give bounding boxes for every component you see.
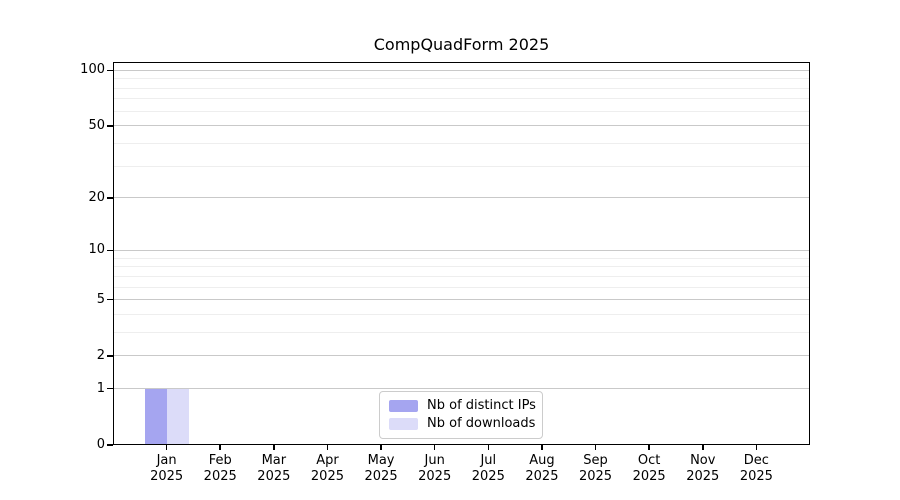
legend-swatch-distinct-ips-icon [389, 400, 418, 412]
x-tick-mark [380, 445, 382, 450]
y-tick-mark [107, 249, 113, 252]
x-tick-year: 2025 [686, 469, 720, 484]
x-tick-year: 2025 [150, 469, 184, 484]
gridline-major-100 [113, 69, 810, 71]
y-tick-label: 10 [88, 242, 105, 258]
x-tick-label: Oct 2025 [619, 453, 679, 485]
x-tick-year: 2025 [632, 469, 666, 484]
x-tick-label: Aug 2025 [512, 453, 572, 485]
y-tick-label: 100 [80, 62, 105, 78]
x-tick-month: Jan [156, 453, 177, 468]
gridline-major-2 [113, 355, 810, 357]
y-tick-mark [107, 197, 113, 199]
x-tick-month: May [367, 453, 395, 468]
x-tick-year: 2025 [257, 469, 291, 484]
y-tick-label: 0 [96, 437, 105, 452]
x-tick-month: Nov [690, 453, 716, 468]
y-tick-mark [107, 298, 113, 301]
y-tick-mark [107, 69, 113, 72]
x-tick-mark [433, 445, 436, 450]
x-tick-month: Aug [529, 453, 555, 468]
legend-item-distinct-ips: Nb of distinct IPs [389, 397, 536, 415]
x-tick-month: Feb [208, 453, 232, 468]
bar-nb-of-distinct-ips-jan [144, 388, 167, 445]
x-tick-label: Jan 2025 [137, 453, 197, 485]
gridline-minor [113, 110, 810, 112]
x-tick-month: Apr [316, 453, 339, 468]
x-tick-year: 2025 [578, 469, 613, 484]
gridline-minor [113, 78, 810, 80]
gridline-minor [113, 165, 810, 167]
gridline-minor [113, 313, 810, 315]
x-tick-mark [648, 445, 650, 450]
x-tick-mark [219, 445, 221, 450]
x-tick-mark [326, 445, 329, 450]
x-tick-label: Nov 2025 [673, 453, 733, 485]
y-tick-label: 5 [96, 291, 105, 307]
x-tick-mark [594, 445, 597, 450]
gridline-major-20 [113, 197, 810, 199]
x-tick-year: 2025 [471, 469, 505, 484]
legend-swatch-downloads-icon [389, 418, 418, 430]
x-tick-mark [165, 445, 168, 450]
gridline-minor [113, 257, 810, 259]
x-tick-label: Mar 2025 [244, 453, 304, 485]
x-tick-label: Dec 2025 [726, 453, 786, 485]
gridline-minor [113, 286, 810, 288]
y-tick-mark [107, 125, 113, 127]
x-tick-month: Mar [261, 453, 287, 468]
x-tick-label: Jul 2025 [458, 453, 518, 485]
x-tick-label: Jun 2025 [405, 453, 465, 485]
x-tick-year: 2025 [525, 469, 559, 484]
y-tick-label: 20 [88, 189, 105, 205]
x-tick-mark [273, 445, 275, 450]
x-tick-mark [755, 445, 758, 450]
x-tick-year: 2025 [739, 469, 773, 484]
y-tick-mark [107, 355, 113, 357]
y-tick-label: 50 [88, 117, 105, 133]
x-tick-label: Sep 2025 [566, 453, 626, 485]
x-tick-label: Apr 2025 [297, 453, 357, 485]
gridline-minor [113, 266, 810, 268]
y-tick-label: 2 [96, 347, 105, 363]
x-tick-year: 2025 [364, 469, 398, 484]
y-tick-label: 1 [96, 380, 105, 396]
legend-item-downloads: Nb of downloads [389, 415, 536, 433]
x-tick-year: 2025 [418, 469, 452, 484]
gridline-minor [113, 275, 810, 277]
x-tick-mark [541, 445, 543, 450]
bar-nb-of-downloads-jan [166, 388, 189, 445]
gridline-minor [113, 87, 810, 89]
x-tick-label: May 2025 [351, 453, 411, 485]
gridline-major-10 [113, 249, 810, 251]
chart-title: CompQuadForm 2025 [373, 35, 550, 54]
x-tick-label: Feb 2025 [190, 453, 250, 485]
y-tick-mark [107, 387, 113, 390]
gridline-major-1 [113, 388, 810, 390]
x-tick-year: 2025 [310, 469, 344, 484]
x-tick-month: Dec [743, 453, 769, 468]
x-tick-month: Sep [583, 453, 608, 468]
x-tick-month: Jun [424, 453, 445, 468]
gridline-minor [113, 143, 810, 145]
x-tick-month: Oct [637, 453, 661, 468]
x-tick-month: Jul [480, 453, 497, 468]
gridline-major-5 [113, 299, 810, 301]
plot-area-border [113, 62, 810, 445]
y-tick-mark [107, 444, 113, 446]
gridline-major-50 [113, 125, 810, 127]
x-tick-mark [702, 445, 704, 450]
legend-label-distinct-ips: Nb of distinct IPs [427, 398, 536, 413]
gridline-minor [113, 331, 810, 333]
gridline-minor [113, 98, 810, 100]
x-tick-year: 2025 [203, 469, 237, 484]
legend: Nb of distinct IPs Nb of downloads [379, 391, 543, 439]
legend-label-downloads: Nb of downloads [427, 416, 536, 431]
x-tick-mark [487, 445, 490, 450]
